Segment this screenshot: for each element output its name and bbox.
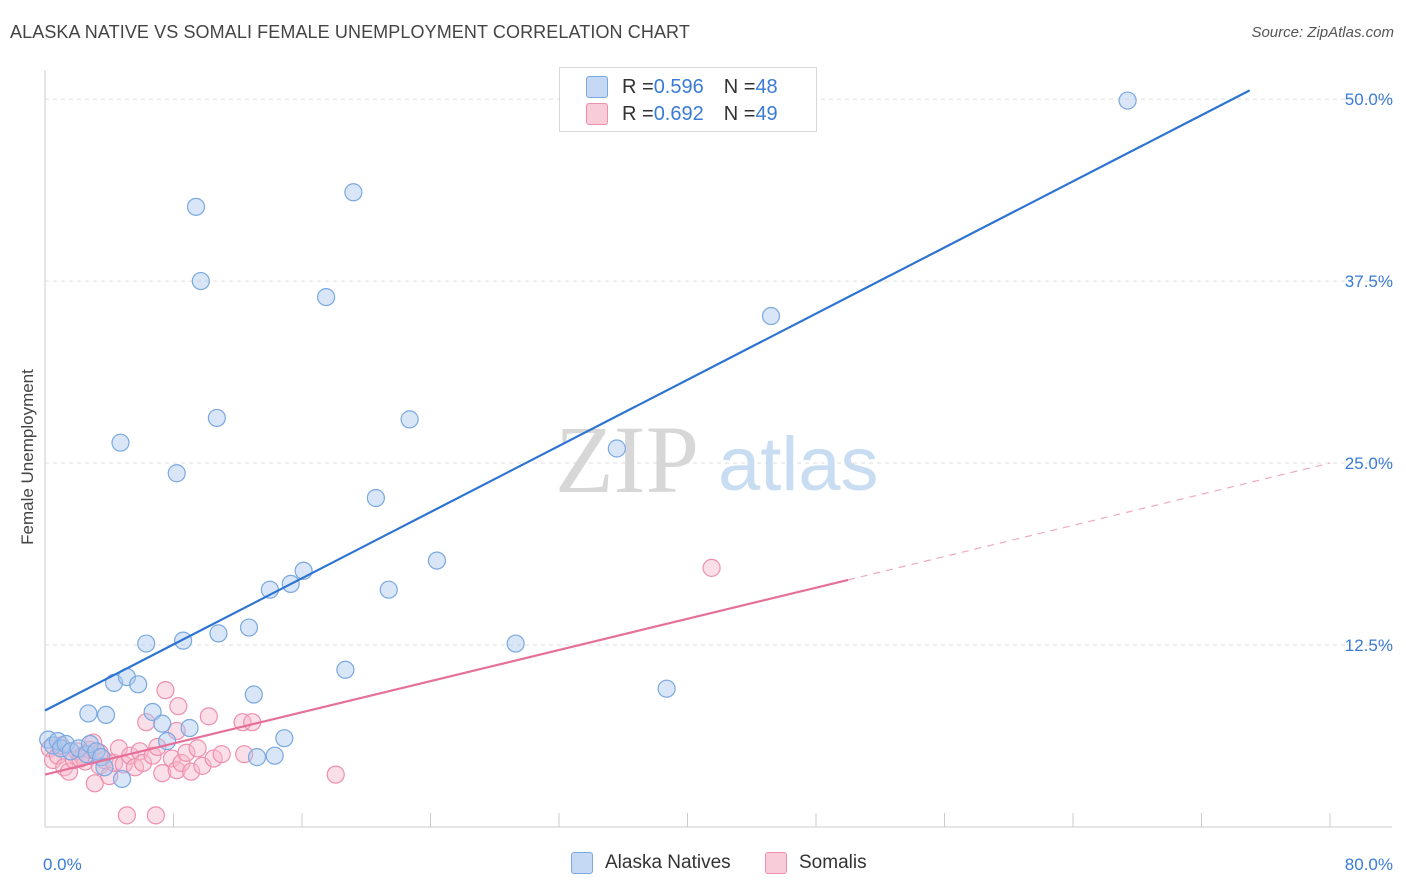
somalis-point xyxy=(702,558,721,577)
legend-label-somalis: Somalis xyxy=(799,852,867,873)
somalis-point xyxy=(143,746,162,765)
alaska-natives-point xyxy=(143,702,162,722)
somalis-point xyxy=(188,739,207,758)
alaska-natives-point xyxy=(344,183,363,202)
alaska-natives-point xyxy=(336,660,355,679)
watermark: ZIP atlas xyxy=(555,406,879,513)
alaska-natives-point xyxy=(112,769,132,789)
legend-r-value: 0.596 xyxy=(653,75,704,98)
somalis-point xyxy=(177,743,196,762)
legend-n-value: 48 xyxy=(755,75,778,98)
trend-lines xyxy=(44,89,1331,776)
alaska-natives-point xyxy=(39,730,58,749)
y-tick-label: 25.0% xyxy=(1345,454,1393,473)
legend-swatch-pink xyxy=(586,103,608,125)
alaska-natives-point xyxy=(180,718,199,738)
somalis-point xyxy=(169,697,188,716)
alaska-natives-point xyxy=(137,634,156,653)
somalis-point xyxy=(182,762,201,781)
legend-swatch-blue xyxy=(586,76,608,98)
watermark-atlas: atlas xyxy=(718,422,879,507)
legend-label-alaska-natives: Alaska Natives xyxy=(605,852,731,873)
alaska-natives-point xyxy=(607,439,626,458)
somalis-trend-line xyxy=(44,578,849,776)
somalis-point xyxy=(156,681,175,700)
alaska-natives-point xyxy=(379,580,398,599)
series-legend: Alaska Natives Somalis xyxy=(0,852,1406,878)
y-tick-label: 37.5% xyxy=(1345,272,1393,291)
legend-r-value: 0.692 xyxy=(653,102,704,125)
somalis-point xyxy=(137,713,156,732)
alaska-natives-point xyxy=(244,685,263,704)
alaska-natives-point xyxy=(506,634,525,653)
y-tick-label: 12.5% xyxy=(1345,636,1393,655)
alaska-natives-point xyxy=(95,758,114,777)
alaska-natives-point xyxy=(400,410,419,429)
alaska-natives-point xyxy=(247,748,267,767)
grid-lines xyxy=(45,98,1392,646)
alaska-natives-trend-line xyxy=(44,89,1251,712)
alaska-natives-point xyxy=(80,734,100,754)
somalis-point xyxy=(146,806,165,825)
legend-n-label: N = xyxy=(723,102,756,125)
data-points xyxy=(39,91,1137,825)
legend-swatch-pink xyxy=(765,852,787,874)
tick-labels: 12.5% 25.0% 37.5% 50.0% 0.0% 80.0% xyxy=(43,90,1393,874)
chart-title: ALASKA NATIVE VS SOMALI FEMALE UNEMPLOYM… xyxy=(10,22,690,42)
legend-item-somalis[interactable]: Somalis xyxy=(765,852,867,874)
somalis-point xyxy=(199,707,218,726)
axes xyxy=(44,70,1392,828)
correlation-legend: R = 0.596 N = 48 R = 0.692 N = 49 xyxy=(559,67,817,132)
source-label: Source: ZipAtlas.com xyxy=(1251,24,1394,41)
alaska-natives-point xyxy=(79,704,98,723)
legend-n-label: N = xyxy=(723,75,756,98)
somalis-point xyxy=(153,764,172,783)
x-tick-label: 80.0% xyxy=(1345,855,1393,874)
somalis-point xyxy=(212,745,231,764)
alaska-natives-point xyxy=(167,464,186,483)
alaska-natives-point xyxy=(1118,91,1137,110)
legend-n-value: 49 xyxy=(755,102,778,125)
alaska-natives-point xyxy=(111,433,130,452)
watermark-zip: ZIP xyxy=(555,406,699,513)
alaska-natives-point xyxy=(265,746,284,765)
alaska-natives-point xyxy=(87,742,106,761)
alaska-natives-point xyxy=(153,714,172,733)
alaska-natives-point xyxy=(96,705,116,725)
legend-r-label: R = xyxy=(622,102,654,125)
legend-item-alaska-natives[interactable]: Alaska Natives xyxy=(571,852,731,874)
somalis-trend-extension xyxy=(847,462,1331,581)
legend-swatch-blue xyxy=(571,852,593,874)
alaska-natives-point xyxy=(207,408,226,428)
alaska-natives-point xyxy=(761,306,781,326)
alaska-natives-point xyxy=(275,729,294,748)
legend-r-label: R = xyxy=(622,75,654,98)
somalis-point xyxy=(117,806,137,825)
somalis-point xyxy=(85,774,104,793)
alaska-natives-point xyxy=(316,288,336,307)
somalis-point xyxy=(133,753,153,773)
legend-row-alaska-natives: R = 0.596 N = 48 xyxy=(560,74,778,100)
alaska-natives-point xyxy=(191,271,210,291)
alaska-natives-point xyxy=(186,197,206,216)
alaska-natives-point xyxy=(129,675,148,694)
alaska-natives-point xyxy=(239,618,259,637)
y-axis-label: Female Unemployment xyxy=(18,369,37,545)
y-tick-label: 50.0% xyxy=(1345,90,1393,109)
alaska-natives-point xyxy=(657,679,676,698)
legend-row-somalis: R = 0.692 N = 49 xyxy=(560,101,778,127)
alaska-natives-point xyxy=(366,488,385,508)
alaska-natives-point xyxy=(209,624,228,643)
somalis-point xyxy=(193,756,212,775)
somalis-point xyxy=(326,765,345,784)
alaska-natives-point xyxy=(427,551,447,570)
x-tick-label: 0.0% xyxy=(43,855,82,874)
